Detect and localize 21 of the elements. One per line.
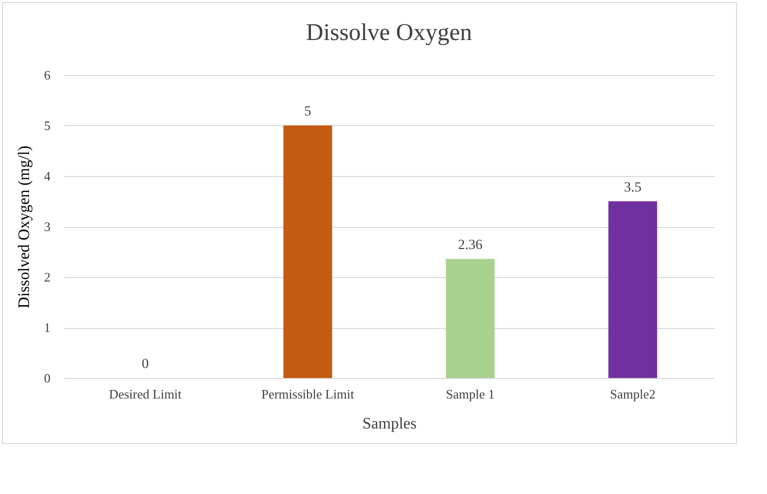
y-tick-label: 3 [44, 219, 50, 234]
x-axis-title: Samples [362, 416, 417, 432]
data-label: 2.36 [458, 238, 482, 253]
x-tick-label: Sample 1 [446, 386, 495, 402]
y-tick-label: 1 [44, 320, 50, 335]
y-tick-label: 2 [44, 270, 50, 284]
data-label: 0 [142, 357, 149, 372]
bar [446, 258, 495, 378]
x-tick-label: Permissible Limit [261, 386, 355, 402]
bar [283, 126, 332, 378]
y-axis-title: Dissolved Oxygen (mg/l) [16, 146, 33, 308]
x-tick-label: Sample2 [610, 386, 656, 402]
y-tick-label: 5 [44, 118, 50, 133]
data-label: 3.5 [624, 180, 642, 196]
y-tick-label: 0 [44, 370, 50, 386]
x-tick-label: Desired Limit [108, 386, 182, 402]
chart-title: Dissolve Oxygen [306, 20, 472, 46]
bar [608, 201, 658, 378]
y-tick-label: 4 [44, 168, 51, 184]
y-tick-label: 6 [44, 68, 51, 82]
data-label: 5 [304, 104, 312, 120]
